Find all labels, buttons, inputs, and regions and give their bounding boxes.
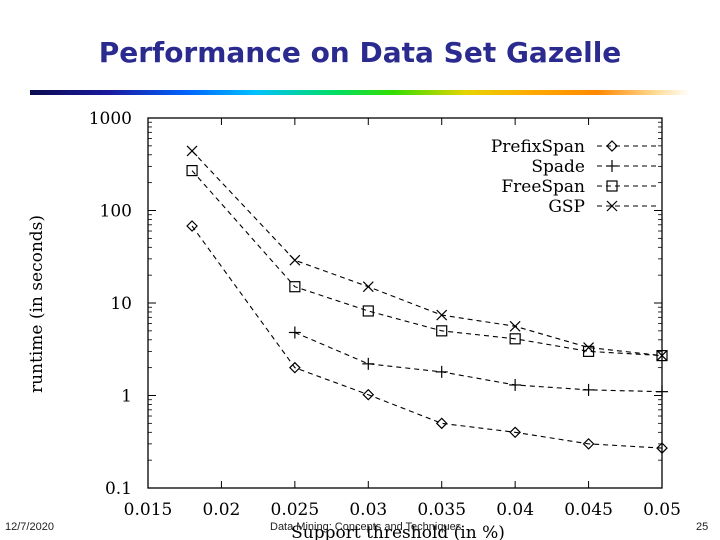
x-tick-label: 0.02 bbox=[202, 500, 240, 520]
data-point-prefixspan bbox=[289, 361, 301, 374]
data-point-prefixspan bbox=[656, 442, 668, 454]
data-point-freespan bbox=[186, 164, 198, 177]
data-point-gsp bbox=[583, 342, 594, 353]
data-point-spade bbox=[288, 326, 301, 339]
chart-series-layer bbox=[186, 145, 668, 454]
slide-title: Performance on Data Set Gazelle bbox=[98, 36, 622, 69]
data-point-prefixspan bbox=[186, 220, 198, 232]
data-point-spade bbox=[582, 383, 595, 396]
series-gsp bbox=[186, 145, 668, 362]
footer-page-number: 25 bbox=[696, 521, 709, 533]
data-point-gsp bbox=[656, 350, 668, 362]
data-point-spade bbox=[435, 365, 448, 378]
data-point-prefixspan bbox=[435, 417, 448, 430]
legend-label-freespan: FreeSpan bbox=[501, 177, 585, 197]
data-point-freespan bbox=[509, 333, 521, 345]
x-tick-label: 0.015 bbox=[124, 500, 173, 520]
data-point-prefixspan bbox=[582, 438, 595, 450]
y-axis-label: runtime (in seconds) bbox=[27, 215, 47, 393]
x-tick-label: 0.05 bbox=[643, 500, 681, 520]
data-point-gsp bbox=[186, 145, 198, 157]
footer-course-title: Data Mining: Concepts and Techniques bbox=[270, 521, 462, 533]
data-point-freespan bbox=[436, 325, 448, 337]
data-point-prefixspan bbox=[509, 426, 521, 439]
series-line-prefixspan bbox=[191, 225, 663, 449]
x-tick-label: 0.035 bbox=[417, 500, 466, 520]
x-tick-label: 0.03 bbox=[349, 500, 387, 520]
x-tick-label: 0.04 bbox=[496, 500, 534, 520]
title-gradient-bar bbox=[30, 90, 690, 95]
x-tick-label: 0.025 bbox=[271, 500, 320, 520]
legend-label-spade: Spade bbox=[531, 157, 585, 177]
legend-label-gsp: GSP bbox=[548, 197, 585, 217]
data-point-spade bbox=[362, 357, 375, 370]
series-spade bbox=[288, 326, 668, 398]
y-tick-label: 1000 bbox=[89, 109, 132, 129]
footer-date: 12/7/2020 bbox=[5, 521, 54, 533]
series-freespan bbox=[186, 164, 668, 362]
runtime-chart: 0.015 0.02 0.025 0.03 0.035 0.04 0.045 0.05 0.1 1… bbox=[27, 109, 681, 540]
chart-frame-and-ticks: 0.015 0.02 0.025 0.03 0.035 0.04 0.045 0.05 0.1 1… bbox=[89, 109, 681, 520]
y-tick-label: 10 bbox=[110, 294, 132, 314]
data-point-freespan bbox=[362, 305, 374, 317]
series-line-gsp bbox=[191, 150, 663, 357]
data-point-spade bbox=[509, 378, 522, 391]
x-tick-label: 0.045 bbox=[564, 500, 613, 520]
y-tick-label: 0.1 bbox=[105, 479, 132, 499]
y-tick-label: 100 bbox=[100, 202, 132, 222]
legend-marker-spade bbox=[606, 160, 618, 172]
series-line-spade bbox=[294, 331, 663, 393]
legend-marker-prefixspan bbox=[606, 140, 618, 152]
data-point-gsp bbox=[436, 309, 448, 321]
data-point-freespan bbox=[582, 345, 595, 357]
data-point-spade bbox=[656, 385, 668, 398]
data-point-gsp bbox=[509, 320, 521, 332]
series-prefixspan bbox=[186, 220, 668, 454]
series-line-freespan bbox=[191, 170, 663, 357]
legend-label-prefixspan: PrefixSpan bbox=[491, 137, 585, 157]
legend-marker-freespan bbox=[606, 180, 618, 192]
legend-marker-gsp bbox=[606, 200, 618, 212]
data-point-prefixspan bbox=[362, 388, 375, 401]
data-point-gsp bbox=[362, 281, 374, 293]
data-point-gsp bbox=[289, 254, 301, 266]
data-point-freespan bbox=[289, 281, 301, 293]
x-axis-label: Support threshold (in %) bbox=[291, 523, 505, 540]
y-tick-label: 1 bbox=[121, 387, 132, 407]
